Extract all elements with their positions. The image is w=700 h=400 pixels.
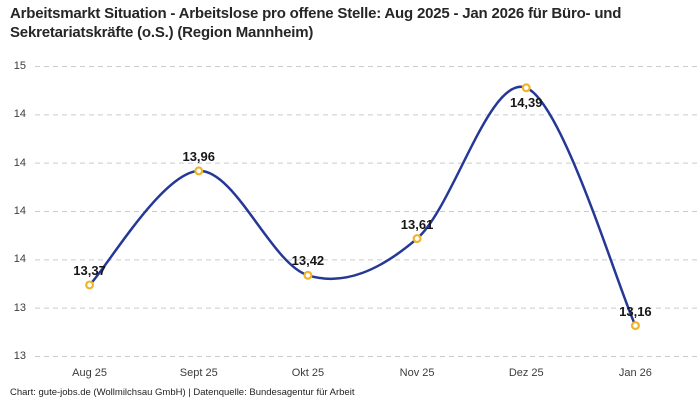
x-axis-tick-label: Okt 25 — [291, 367, 325, 379]
chart-title: Arbeitsmarkt Situation - Arbeitslose pro… — [10, 5, 622, 41]
y-axis-tick-label: 14 — [13, 253, 26, 266]
data-point-marker — [521, 83, 531, 93]
data-point-marker — [412, 234, 422, 244]
y-axis-tick-label: 15 — [13, 60, 26, 72]
y-axis-tick-label: 14 — [13, 156, 26, 169]
series-line-path — [88, 85, 637, 327]
data-point-marker — [630, 321, 640, 331]
data-value-label: 13,37 — [73, 262, 106, 278]
data-point-marker — [303, 270, 313, 280]
data-value-label: 13,61 — [400, 216, 434, 232]
data-point-markers — [85, 83, 640, 331]
y-axis-tick-label: 13 — [13, 350, 26, 362]
x-axis-tick-label: Sept 25 — [179, 367, 218, 379]
data-value-label: 14,39 — [509, 94, 543, 110]
data-value-label: 13,42 — [291, 253, 325, 269]
y-axis-tick-label: 13 — [13, 301, 26, 314]
data-point-marker — [194, 166, 204, 176]
x-axis-tick-label: Jan 26 — [618, 367, 652, 379]
data-point-marker — [85, 280, 95, 290]
x-axis-tick-label: Nov 25 — [399, 367, 435, 379]
x-axis-tick-label: Dez 25 — [508, 367, 544, 379]
chart-credit-text: Chart: gute-jobs.de (Wollmilchsau GmbH) … — [10, 387, 355, 398]
data-value-label: 13,96 — [182, 148, 216, 164]
x-axis-tick-label: Aug 25 — [72, 367, 108, 379]
data-value-label: 13,16 — [619, 303, 652, 319]
y-axis-tick-label: 14 — [13, 205, 26, 217]
y-axis-tick-label: 14 — [13, 108, 26, 121]
